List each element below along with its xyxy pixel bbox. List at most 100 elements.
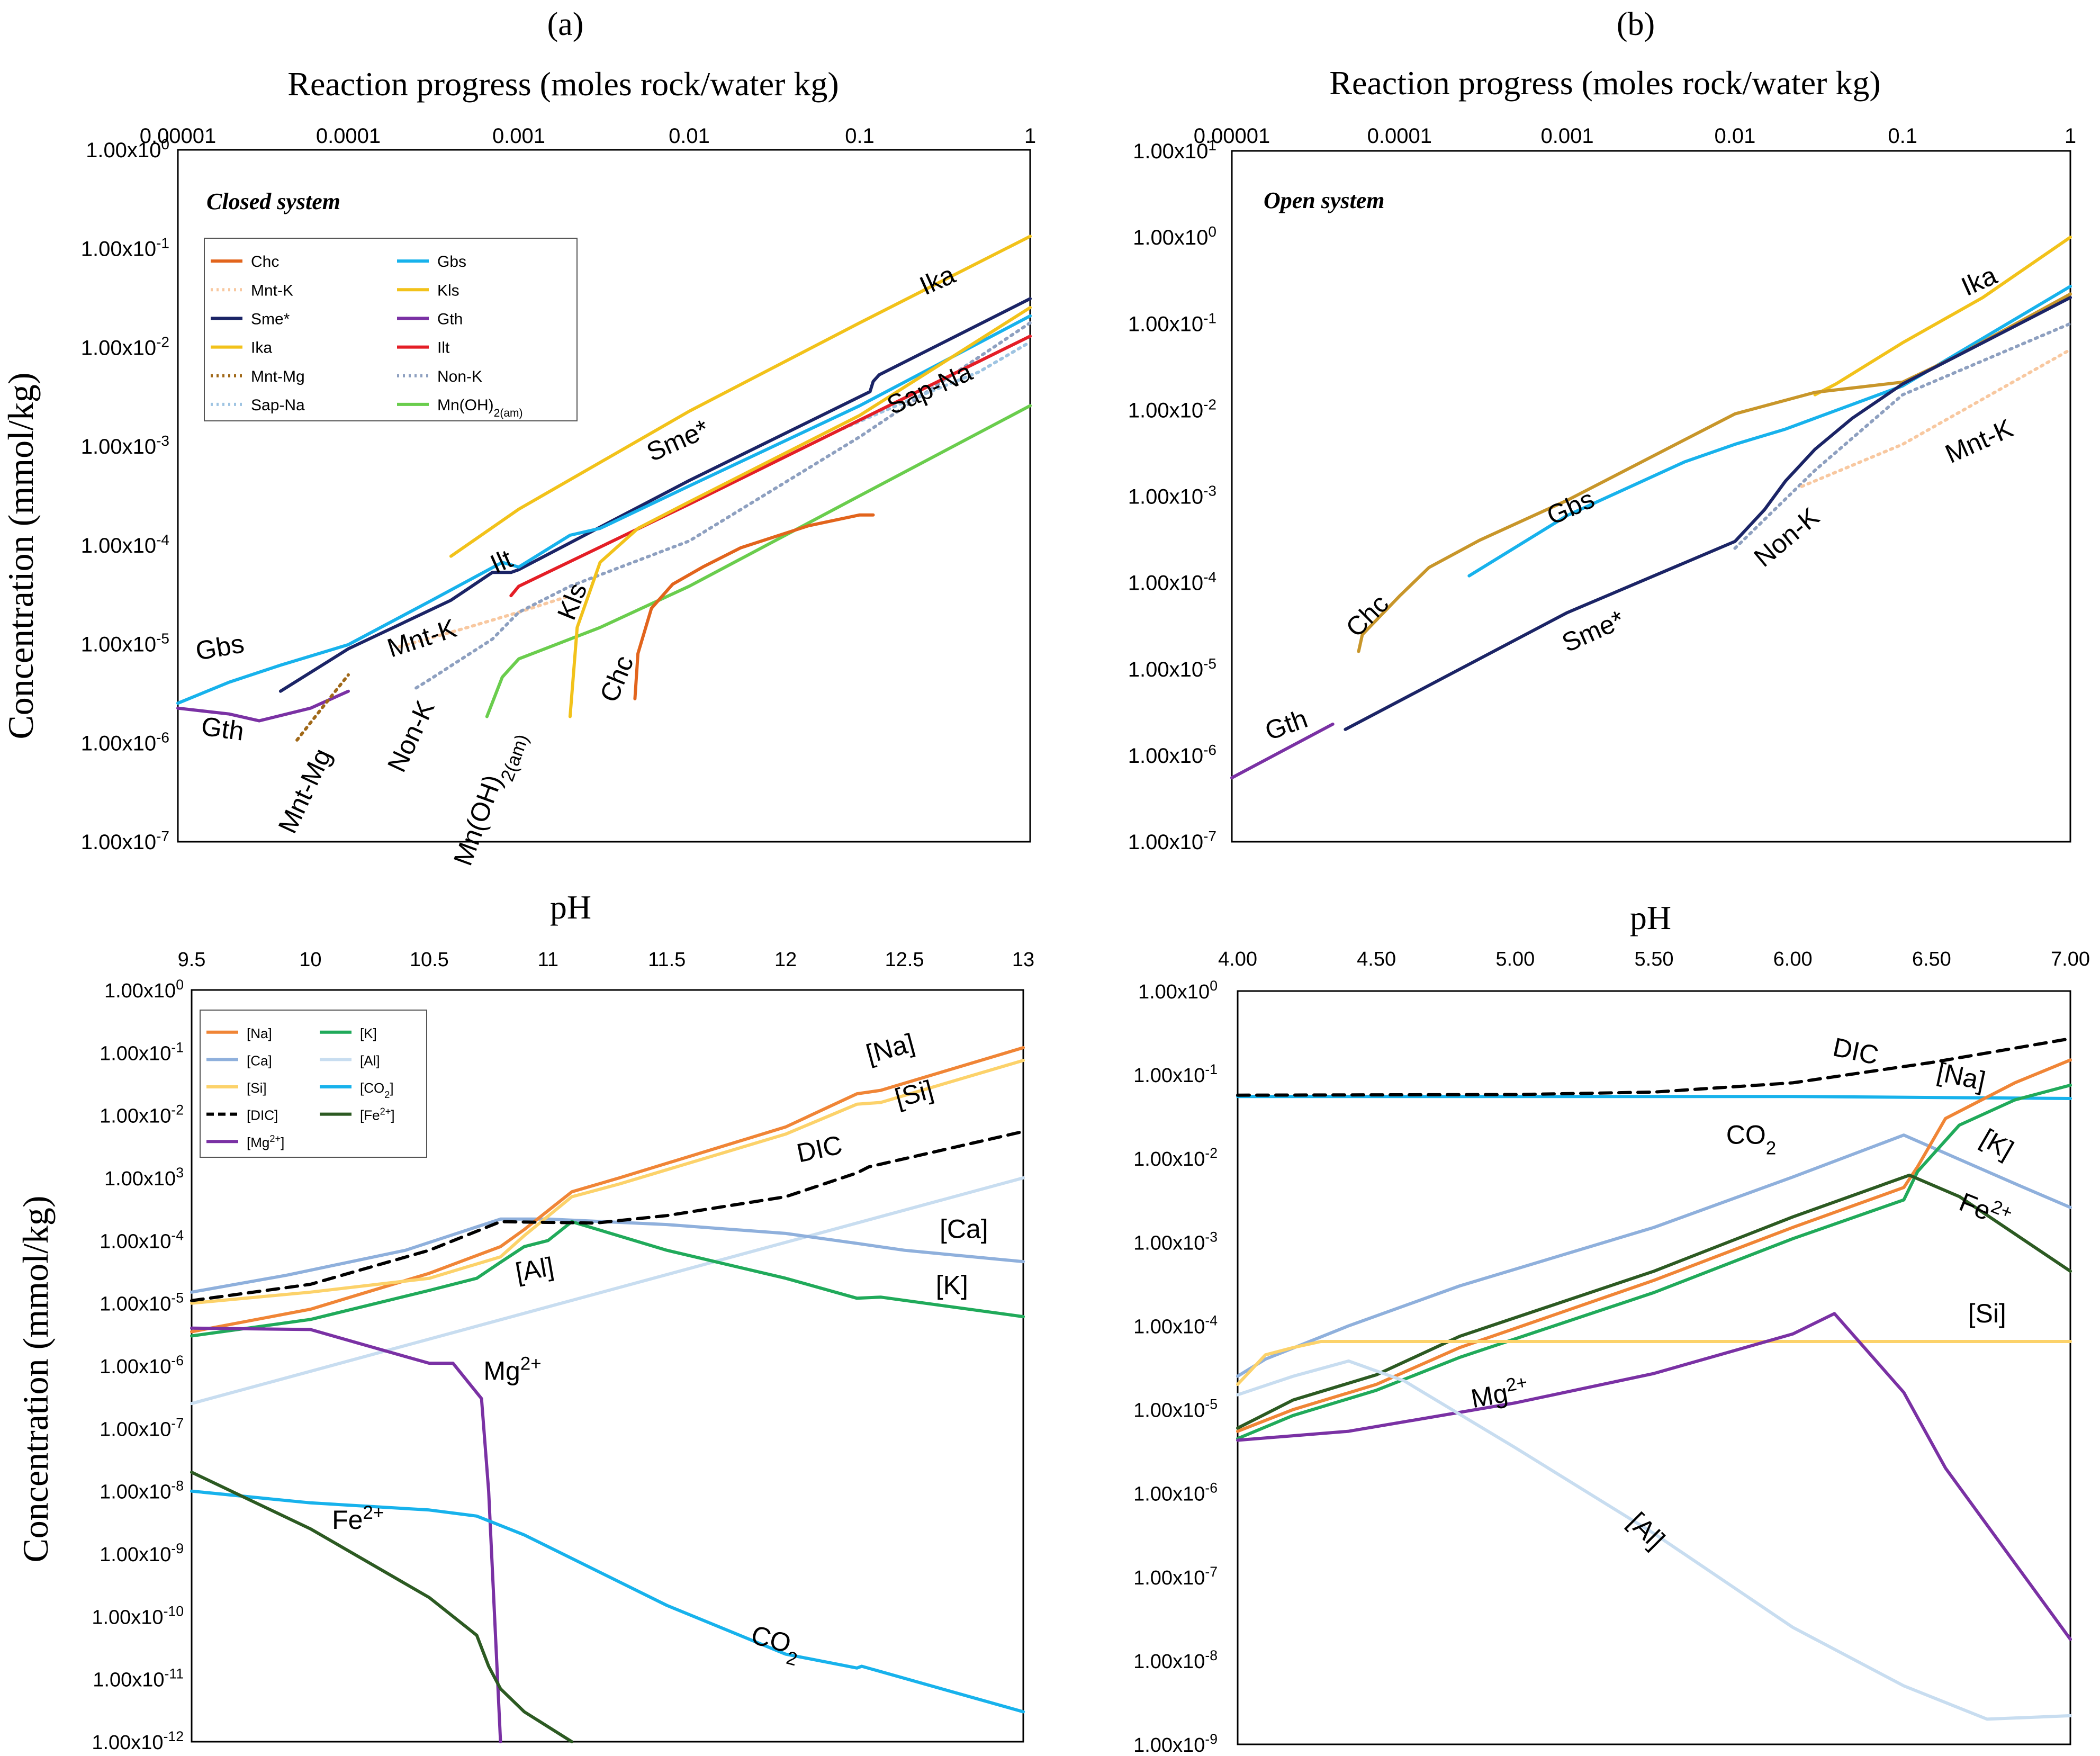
annotation-mnt-mg: Mnt-Mg — [273, 744, 337, 838]
y-tick-label: 1.00x103 — [104, 1165, 184, 1190]
series-ika — [1813, 236, 2072, 397]
legend-label-fe2: [Fe2+] — [360, 1106, 395, 1123]
svg-text:Sme*: Sme* — [642, 414, 713, 467]
series-sap-na — [841, 340, 1032, 430]
series-sme — [1344, 296, 2072, 731]
reaction-axis-title-a: Reaction progress (moles rock/water kg) — [287, 65, 839, 103]
svg-text:Gbs: Gbs — [193, 628, 246, 666]
y-tick-label: 1.00x10-5 — [100, 1290, 184, 1316]
annotation-ika: Ika — [915, 259, 960, 301]
legend-label-mnt-k: Mnt-K — [251, 282, 293, 299]
annotation-si: [Si] — [1968, 1299, 2006, 1328]
legend: Chc Gbs Mnt-K Kls Sme* Gth Ika Ilt Mnt-Mg Non-K Sa… — [204, 238, 578, 421]
svg-text:Mnt-Mg: Mnt-Mg — [273, 744, 337, 838]
svg-text:Chc: Chc — [1340, 589, 1394, 643]
svg-text:[Ca]: [Ca] — [940, 1214, 988, 1244]
series-k — [190, 1220, 1025, 1338]
annotation-mg2: Mg2+ — [1468, 1372, 1529, 1414]
svg-text:Fe2+: Fe2+ — [332, 1502, 384, 1535]
legend-label-chc: Chc — [251, 253, 279, 271]
annotation-gth: Gth — [200, 711, 246, 746]
y-tick-label: 1.00x10-2 — [1128, 396, 1216, 422]
annotation-ca: [Ca] — [940, 1214, 988, 1244]
svg-text:[Si]: [Si] — [1968, 1299, 2006, 1328]
chart-open-system: 0.00001 0.0001 0.001 0.01 0.1 1 1.00x10-7 1.00x… — [1128, 124, 2076, 854]
chart-title: Closed system — [206, 188, 340, 214]
svg-text:Mnt-K: Mnt-K — [1941, 413, 2017, 469]
series-ika — [449, 235, 1032, 558]
annotation-mnt-k: Mnt-K — [1941, 413, 2017, 469]
x-tick-label: 0.0001 — [1367, 124, 1432, 148]
y-tick-label: 1.00x10-1 — [81, 235, 169, 261]
series-mnt-k — [1800, 348, 2072, 488]
legend-label-al: [Al] — [360, 1052, 380, 1068]
x-tick-label: 5.00 — [1495, 948, 1535, 970]
svg-text:Ika: Ika — [1957, 260, 2002, 302]
legend-label-sap-na: Sap-Na — [251, 397, 305, 414]
y-tick-label: 1.00x10-2 — [100, 1102, 184, 1128]
annotation-na: [Na] — [863, 1028, 917, 1069]
legend-label-co2: [CO2] — [360, 1080, 394, 1100]
annotation-gbs: Gbs — [1543, 484, 1599, 530]
annotation-na: [Na] — [1934, 1057, 1988, 1096]
y-tick-label: 1.00x10-8 — [100, 1478, 184, 1503]
y-tick-label: 1.00x10-5 — [1128, 655, 1216, 681]
y-tick-label: 1.00x10-3 — [1128, 482, 1216, 509]
annotation-si: [Si] — [891, 1075, 936, 1113]
y-tick-label: 1.00x10-11 — [93, 1666, 184, 1691]
x-tick-label: 0.01 — [1714, 124, 1755, 148]
chart-closed-system: 0.00001 0.0001 0.001 0.01 0.1 1 1.00x10-7 1.00x… — [81, 124, 1036, 869]
legend-label-kls: Kls — [437, 282, 459, 299]
y-tick-label: 1.00x10-4 — [1133, 1312, 1218, 1338]
svg-text:Ika: Ika — [915, 259, 960, 301]
annotation-al: [Al] — [513, 1251, 556, 1287]
series-fe2 — [190, 1471, 574, 1743]
y-tick-label: 1.00x10-3 — [1133, 1229, 1218, 1254]
y-tick-label: 1.00x10-5 — [81, 630, 169, 656]
x-tick-label: 12 — [774, 949, 797, 971]
annotation-dic: DIC — [794, 1130, 845, 1168]
series-mnt-k — [398, 594, 572, 649]
panel-label-b: (b) — [1617, 6, 1655, 42]
y-tick-label: 1.00x10-4 — [81, 531, 169, 557]
y-tick-label: 1.00x10-1 — [1128, 310, 1216, 336]
series-dic — [190, 1130, 1025, 1302]
y-tick-label: 1.00x100 — [1133, 223, 1216, 250]
y-tick-label: 1.00x10-10 — [92, 1603, 184, 1628]
x-tick-label: 0.1 — [845, 124, 875, 148]
svg-text:[Si]: [Si] — [891, 1075, 936, 1113]
x-tick-label: 5.50 — [1635, 948, 1674, 970]
legend-label-ika: Ika — [251, 339, 272, 357]
annotation-co2: CO2 — [746, 1620, 804, 1670]
legend: [Na] [K] [Ca] [Al] [Si] [CO2] [DIC] [Fe2+] [Mg2+… — [200, 1010, 427, 1158]
y-tick-label: 1.00x10-2 — [81, 334, 169, 360]
y-tick-label: 1.00x10-4 — [100, 1227, 184, 1253]
annotation-chc: Chc — [594, 652, 639, 706]
x-tick-label: 12.5 — [885, 949, 924, 971]
annotation-kls: Kls — [552, 579, 593, 624]
y-tick-label: 1.00x10-2 — [1133, 1145, 1218, 1170]
series-fe2 — [1236, 1173, 2072, 1430]
series-non-k — [414, 321, 1032, 690]
series-kls — [568, 306, 1032, 718]
series-si — [1236, 1340, 2072, 1386]
y-tick-label: 1.00x10-1 — [1133, 1061, 1218, 1087]
series-gth — [1230, 722, 1335, 780]
y-tick-label: 1.00x10-7 — [1133, 1564, 1218, 1589]
y-tick-label: 1.00x10-3 — [81, 433, 169, 459]
y-tick-label: 1.00x100 — [104, 977, 184, 1002]
series-chc — [1357, 292, 2072, 653]
chart-ph-open: 4.00 4.50 5.00 5.50 6.00 6.50 7.00 1.00x10-9 1.0… — [1133, 948, 2090, 1756]
y-tick-label: 1.00x10-8 — [1133, 1647, 1218, 1673]
legend-label-ilt: Ilt — [437, 339, 450, 357]
x-tick-label: 1 — [1024, 124, 1036, 148]
x-tick-label: 11.5 — [648, 949, 686, 971]
x-tick-label: 0.001 — [492, 124, 545, 148]
series-gbs — [176, 314, 1032, 705]
ph-axis-title-a: pH — [550, 888, 591, 926]
svg-text:CO2: CO2 — [746, 1620, 804, 1670]
legend-label-si: [Si] — [247, 1080, 267, 1096]
legend-label-gth: Gth — [437, 310, 463, 328]
reaction-axis-title-b: Reaction progress (moles rock/water kg) — [1329, 64, 1880, 102]
